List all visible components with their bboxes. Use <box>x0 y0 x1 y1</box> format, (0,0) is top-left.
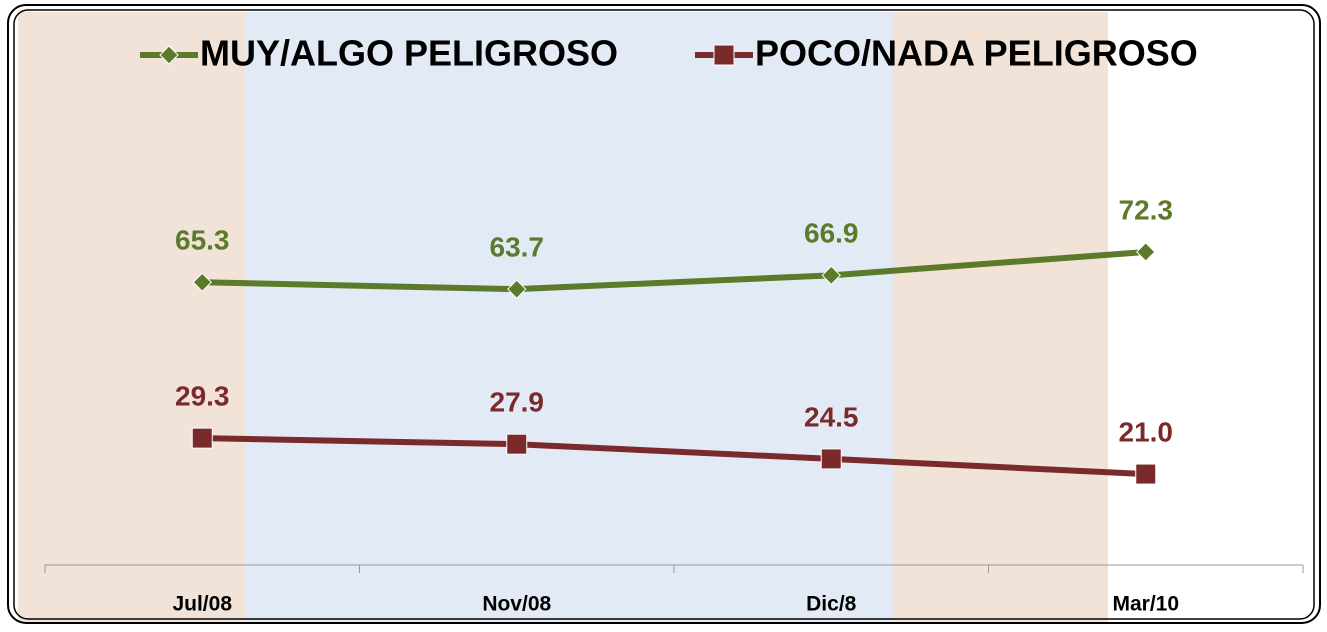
data-label: 65.3 <box>175 225 230 256</box>
background-band <box>893 12 1108 622</box>
background-band <box>245 12 893 622</box>
data-label: 27.9 <box>490 387 545 418</box>
legend-label: POCO/NADA PELIGROSO <box>755 33 1198 74</box>
x-tick-label: Mar/10 <box>1112 593 1179 616</box>
marker <box>713 44 735 66</box>
marker <box>820 448 842 470</box>
data-label: 66.9 <box>804 218 859 249</box>
marker <box>1135 463 1157 485</box>
data-label: 21.0 <box>1119 416 1174 447</box>
marker <box>506 433 528 455</box>
marker <box>191 427 213 449</box>
background-band <box>18 12 245 622</box>
x-tick-label: Nov/08 <box>482 593 551 616</box>
x-tick-label: Dic/8 <box>806 593 857 616</box>
legend-label: MUY/ALGO PELIGROSO <box>200 33 618 74</box>
frame <box>7 4 1321 624</box>
data-label: 72.3 <box>1119 194 1174 225</box>
frame <box>13 9 1315 620</box>
marker <box>159 45 179 65</box>
marker <box>507 279 527 299</box>
marker <box>821 265 841 286</box>
line <box>202 435 1146 478</box>
marker <box>1136 242 1156 262</box>
data-label: 24.5 <box>804 401 859 432</box>
x-tick-label: Jul/08 <box>172 593 232 616</box>
data-label: 29.3 <box>175 381 230 412</box>
data-label: 63.7 <box>490 232 545 263</box>
marker <box>192 272 212 292</box>
line <box>202 248 1146 293</box>
